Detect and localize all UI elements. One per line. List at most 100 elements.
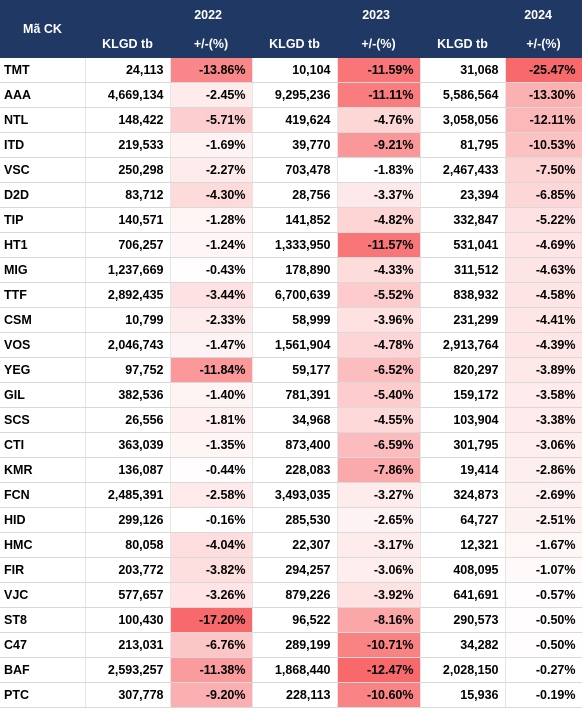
- table-row: PTC 307,778 -9.20% 228,113 -10.60% 15,936 -0.1…: [0, 682, 582, 708]
- change-header: +/-(%): [337, 29, 420, 58]
- stock-code: VOS: [0, 332, 86, 358]
- change-cell: -4.58%: [505, 282, 582, 308]
- volume-cell: 231,299: [420, 307, 506, 333]
- change-cell: -4.78%: [337, 332, 421, 358]
- volume-cell: 23,394: [420, 182, 506, 208]
- volume-cell: 706,257: [85, 232, 171, 258]
- table-body: TMT 24,113 -13.86% 10,104 -11.59% 31,068 -25.4…: [0, 58, 582, 708]
- year-header: 2022: [85, 0, 252, 29]
- volume-cell: 24,113: [85, 58, 171, 83]
- change-cell: -2.27%: [170, 157, 253, 183]
- volume-cell: 363,039: [85, 432, 171, 458]
- stock-code: PTC: [0, 682, 86, 708]
- stock-code: VSC: [0, 157, 86, 183]
- change-cell: -5.40%: [337, 382, 421, 408]
- stock-code: CSM: [0, 307, 86, 333]
- table-row: GIL 382,536 -1.40% 781,391 -5.40% 159,172 -3.5…: [0, 382, 582, 408]
- volume-cell: 2,892,435: [85, 282, 171, 308]
- change-cell: -11.59%: [337, 58, 421, 83]
- change-cell: -0.16%: [170, 507, 253, 533]
- change-cell: -3.27%: [337, 482, 421, 508]
- volume-cell: 213,031: [85, 632, 171, 658]
- volume-cell: 136,087: [85, 457, 171, 483]
- table-row: C47 213,031 -6.76% 289,199 -10.71% 34,282 -0.5…: [0, 632, 582, 658]
- volume-cell: 311,512: [420, 257, 506, 283]
- volume-cell: 332,847: [420, 207, 506, 233]
- volume-cell: 1,868,440: [252, 657, 338, 683]
- change-cell: -13.86%: [170, 58, 253, 83]
- table-row: AAA 4,669,134 -2.45% 9,295,236 -11.11% 5,586,…: [0, 82, 582, 108]
- change-cell: -9.20%: [170, 682, 253, 708]
- table-row: TMT 24,113 -13.86% 10,104 -11.59% 31,068 -25.4…: [0, 58, 582, 83]
- change-cell: -3.37%: [337, 182, 421, 208]
- change-cell: -10.71%: [337, 632, 421, 658]
- change-cell: -12.11%: [505, 107, 582, 133]
- change-cell: -1.40%: [170, 382, 253, 408]
- volume-cell: 34,282: [420, 632, 506, 658]
- change-cell: -0.44%: [170, 457, 253, 483]
- change-cell: -3.82%: [170, 557, 253, 583]
- change-cell: -2.69%: [505, 482, 582, 508]
- year-header: 2023: [252, 0, 420, 29]
- table-row: TIP 140,571 -1.28% 141,852 -4.82% 332,847 -5.2…: [0, 207, 582, 233]
- volume-cell: 19,414: [420, 457, 506, 483]
- change-cell: -6.85%: [505, 182, 582, 208]
- change-cell: -10.60%: [337, 682, 421, 708]
- stock-code: VJC: [0, 582, 86, 608]
- stock-code: CTI: [0, 432, 86, 458]
- stock-code: HID: [0, 507, 86, 533]
- change-cell: -4.76%: [337, 107, 421, 133]
- stock-code: TTF: [0, 282, 86, 308]
- change-cell: -1.83%: [337, 157, 421, 183]
- table-row: CTI 363,039 -1.35% 873,400 -6.59% 301,795 -3.0…: [0, 432, 582, 458]
- volume-cell: 289,199: [252, 632, 338, 658]
- change-cell: -5.52%: [337, 282, 421, 308]
- change-cell: -0.19%: [505, 682, 582, 708]
- volume-cell: 703,478: [252, 157, 338, 183]
- change-cell: -2.45%: [170, 82, 253, 108]
- change-cell: -1.47%: [170, 332, 253, 358]
- stock-code: YEG: [0, 357, 86, 383]
- table-row: TTF 2,892,435 -3.44% 6,700,639 -5.52% 838,932…: [0, 282, 582, 308]
- volume-cell: 1,561,904: [252, 332, 338, 358]
- volume-cell: 781,391: [252, 382, 338, 408]
- change-cell: -0.57%: [505, 582, 582, 608]
- change-cell: -2.65%: [337, 507, 421, 533]
- table-header: Mã CK 2022 2023 2024 KLGD tb +/-(%) KLGD…: [0, 0, 582, 58]
- stock-code: HMC: [0, 532, 86, 558]
- volume-cell: 28,756: [252, 182, 338, 208]
- table-row: FCN 2,485,391 -2.58% 3,493,035 -3.27% 324,873…: [0, 482, 582, 508]
- change-cell: -12.47%: [337, 657, 421, 683]
- volume-cell: 382,536: [85, 382, 171, 408]
- table-row: FIR 203,772 -3.82% 294,257 -3.06% 408,095 -1.0…: [0, 557, 582, 583]
- table-row: HMC 80,058 -4.04% 22,307 -3.17% 12,321 -1.67%: [0, 532, 582, 558]
- change-cell: -0.27%: [505, 657, 582, 683]
- change-cell: -3.96%: [337, 307, 421, 333]
- table-row: HID 299,126 -0.16% 285,530 -2.65% 64,727 -2.51…: [0, 507, 582, 533]
- change-cell: -1.07%: [505, 557, 582, 583]
- change-cell: -25.47%: [505, 58, 582, 83]
- change-cell: -3.26%: [170, 582, 253, 608]
- table-row: VSC 250,298 -2.27% 703,478 -1.83% 2,467,433 -7…: [0, 157, 582, 183]
- volume-cell: 250,298: [85, 157, 171, 183]
- volume-cell: 3,058,056: [420, 107, 506, 133]
- volume-cell: 203,772: [85, 557, 171, 583]
- table-row: VOS 2,046,743 -1.47% 1,561,904 -4.78% 2,913,7…: [0, 332, 582, 358]
- volume-cell: 531,041: [420, 232, 506, 258]
- volume-cell: 103,904: [420, 407, 506, 433]
- change-cell: -11.57%: [337, 232, 421, 258]
- change-cell: -6.59%: [337, 432, 421, 458]
- volume-cell: 408,095: [420, 557, 506, 583]
- change-cell: -11.11%: [337, 82, 421, 108]
- change-cell: -4.33%: [337, 257, 421, 283]
- volume-cell: 100,430: [85, 607, 171, 633]
- stock-code: FCN: [0, 482, 86, 508]
- volume-cell: 228,083: [252, 457, 338, 483]
- volume-cell: 64,727: [420, 507, 506, 533]
- change-cell: -6.52%: [337, 357, 421, 383]
- table-row: D2D 83,712 -4.30% 28,756 -3.37% 23,394 -6.85%: [0, 182, 582, 208]
- stock-code: BAF: [0, 657, 86, 683]
- volume-cell: 2,467,433: [420, 157, 506, 183]
- stock-code: D2D: [0, 182, 86, 208]
- change-cell: -4.04%: [170, 532, 253, 558]
